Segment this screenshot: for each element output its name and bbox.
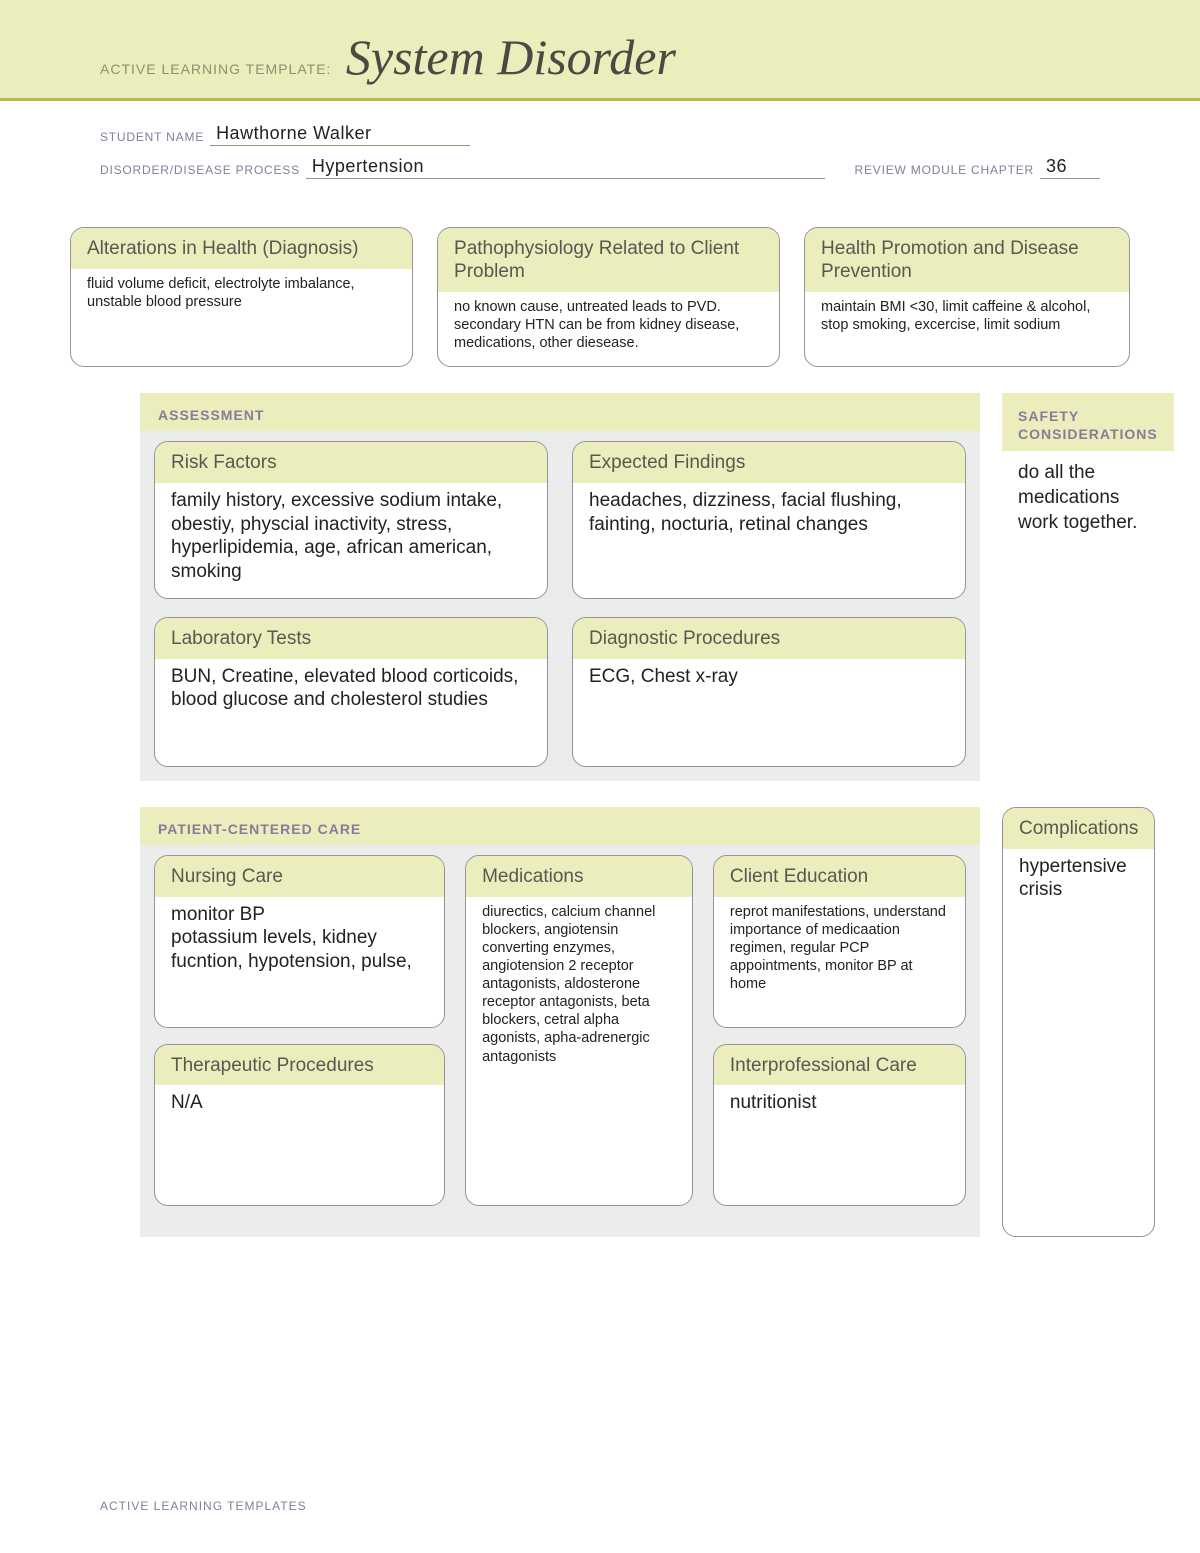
interprof-title: Interprofessional Care: [714, 1045, 965, 1086]
therapeutic-card: Therapeutic Procedures N/A: [154, 1044, 445, 1207]
medications-card: Medications diurectics, calcium channel …: [465, 855, 693, 1207]
page: ACTIVE LEARNING TEMPLATE: System Disorde…: [0, 0, 1200, 1257]
chapter-label: REVIEW MODULE CHAPTER: [855, 163, 1035, 179]
disorder-value: Hypertension: [306, 156, 825, 179]
lab-tests-title: Laboratory Tests: [155, 618, 547, 659]
alterations-title: Alterations in Health (Diagnosis): [71, 228, 412, 269]
alterations-card: Alterations in Health (Diagnosis) fluid …: [70, 227, 413, 367]
interprof-card: Interprofessional Care nutritionist: [713, 1044, 966, 1207]
safety-title: SAFETY CONSIDERATIONS: [1002, 393, 1174, 451]
disorder-field: DISORDER/DISEASE PROCESS Hypertension: [100, 156, 825, 179]
health-promo-card: Health Promotion and Disease Prevention …: [804, 227, 1130, 367]
student-info: STUDENT NAME Hawthorne Walker DISORDER/D…: [0, 101, 1200, 199]
pcc-section: PATIENT-CENTERED CARE Nursing Care monit…: [140, 807, 980, 1237]
therapeutic-body: N/A: [155, 1085, 444, 1205]
patho-body: no known cause, untreated leads to PVD. …: [438, 292, 779, 366]
client-ed-card: Client Education reprot manifestations, …: [713, 855, 966, 1028]
header-prefix: ACTIVE LEARNING TEMPLATE:: [100, 61, 331, 77]
diagnostic-card: Diagnostic Procedures ECG, Chest x-ray: [572, 617, 966, 767]
alterations-body: fluid volume deficit, electrolyte imbala…: [71, 269, 412, 325]
pcc-row: PATIENT-CENTERED CARE Nursing Care monit…: [70, 807, 1130, 1237]
header-title: System Disorder: [346, 29, 676, 85]
student-name-field: STUDENT NAME Hawthorne Walker: [100, 123, 470, 146]
medications-body: diurectics, calcium channel blockers, an…: [466, 897, 692, 1080]
client-ed-title: Client Education: [714, 856, 965, 897]
expected-findings-body: headaches, dizziness, facial flushing, f…: [573, 483, 965, 551]
content-area: Alterations in Health (Diagnosis) fluid …: [0, 199, 1200, 1257]
client-ed-body: reprot manifestations, understand import…: [714, 897, 965, 1017]
student-name-value: Hawthorne Walker: [210, 123, 470, 146]
disorder-label: DISORDER/DISEASE PROCESS: [100, 163, 300, 179]
chapter-field: REVIEW MODULE CHAPTER 36: [855, 156, 1101, 179]
risk-factors-body: family history, excessive sodium intake,…: [155, 483, 547, 598]
pcc-label: PATIENT-CENTERED CARE: [140, 807, 980, 845]
diagnostic-title: Diagnostic Procedures: [573, 618, 965, 659]
interprof-body: nutritionist: [714, 1085, 965, 1205]
assessment-section: ASSESSMENT Risk Factors family history, …: [140, 393, 980, 781]
header-band: ACTIVE LEARNING TEMPLATE: System Disorde…: [0, 0, 1200, 101]
pcc-grid: Nursing Care monitor BP potassium levels…: [140, 845, 980, 1207]
nursing-body: monitor BP potassium levels, kidney fucn…: [155, 897, 444, 1027]
nursing-card: Nursing Care monitor BP potassium levels…: [154, 855, 445, 1028]
lab-tests-body: BUN, Creatine, elevated blood corticoids…: [155, 659, 547, 727]
health-promo-body: maintain BMI <30, limit caffeine & alcoh…: [805, 292, 1129, 348]
diagnostic-body: ECG, Chest x-ray: [573, 659, 965, 703]
complications-title: Complications: [1003, 808, 1154, 849]
complications-card: Complications hypertensive crisis: [1002, 807, 1155, 1237]
complications-body: hypertensive crisis: [1003, 849, 1154, 917]
safety-body: do all the medications work together.: [1002, 451, 1174, 545]
student-name-label: STUDENT NAME: [100, 130, 204, 146]
patho-title: Pathophysiology Related to Client Proble…: [438, 228, 779, 292]
chapter-value: 36: [1040, 156, 1100, 179]
top-three-cards: Alterations in Health (Diagnosis) fluid …: [70, 227, 1130, 367]
assessment-label: ASSESSMENT: [140, 393, 980, 431]
risk-factors-title: Risk Factors: [155, 442, 547, 483]
health-promo-title: Health Promotion and Disease Prevention: [805, 228, 1129, 292]
medications-title: Medications: [466, 856, 692, 897]
expected-findings-card: Expected Findings headaches, dizziness, …: [572, 441, 966, 599]
expected-findings-title: Expected Findings: [573, 442, 965, 483]
lab-tests-card: Laboratory Tests BUN, Creatine, elevated…: [154, 617, 548, 767]
safety-section: SAFETY CONSIDERATIONS do all the medicat…: [1002, 393, 1174, 545]
assessment-grid: Risk Factors family history, excessive s…: [140, 431, 980, 767]
therapeutic-title: Therapeutic Procedures: [155, 1045, 444, 1086]
assessment-row: ASSESSMENT Risk Factors family history, …: [70, 393, 1130, 807]
nursing-title: Nursing Care: [155, 856, 444, 897]
complications-section: Complications hypertensive crisis: [1002, 807, 1155, 1237]
footer-text: ACTIVE LEARNING TEMPLATES: [100, 1499, 307, 1513]
patho-card: Pathophysiology Related to Client Proble…: [437, 227, 780, 367]
risk-factors-card: Risk Factors family history, excessive s…: [154, 441, 548, 599]
